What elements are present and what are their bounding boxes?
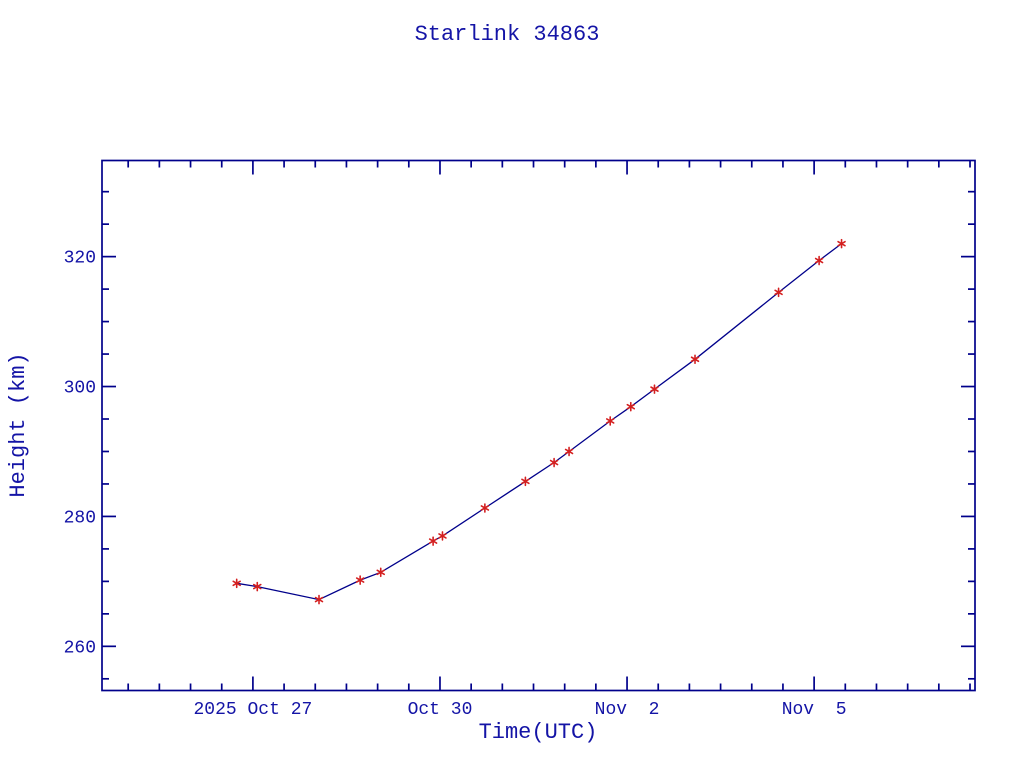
data-point-marker — [814, 255, 824, 266]
marker-stroke — [355, 577, 365, 583]
marker-stroke — [428, 538, 438, 544]
data-point-marker — [253, 581, 262, 592]
marker-stroke — [314, 596, 324, 603]
chart-title: Starlink 34863 — [415, 22, 600, 47]
marker-stroke — [521, 478, 530, 485]
marker-stroke — [549, 459, 559, 466]
marker-stroke — [564, 448, 574, 455]
data-point-marker — [428, 536, 438, 546]
marker-stroke — [605, 418, 615, 424]
data-point-marker — [480, 503, 490, 513]
plot-border — [101, 159, 976, 692]
data-point-marker — [774, 287, 783, 298]
marker-stroke — [650, 386, 659, 392]
data-point-marker — [549, 457, 559, 468]
marker-stroke — [253, 583, 262, 590]
marker-stroke — [814, 257, 824, 264]
data-point-marker — [690, 354, 700, 365]
marker-stroke — [774, 289, 783, 296]
marker-stroke — [626, 403, 636, 410]
y-tick-label: 300 — [64, 379, 96, 399]
data-point-marker — [650, 384, 659, 394]
marker-stroke — [376, 569, 385, 576]
data-point-marker — [564, 446, 574, 457]
marker-stroke — [480, 505, 490, 511]
marker-stroke — [690, 356, 700, 363]
x-tick-label: 2025 Oct 27 — [193, 700, 312, 720]
data-point-marker — [521, 476, 530, 487]
data-point-marker — [376, 567, 385, 578]
marker-stroke — [837, 240, 846, 247]
x-tick-label: Oct 30 — [408, 700, 473, 720]
x-tick-label: Nov 5 — [782, 700, 847, 720]
data-point-marker — [605, 416, 615, 426]
series-line — [236, 243, 842, 601]
data-point-marker — [626, 401, 636, 412]
y-tick-label: 260 — [64, 638, 96, 658]
x-axis-label: Time(UTC) — [479, 720, 598, 745]
data-point-marker — [232, 578, 241, 589]
marker-stroke — [232, 580, 241, 587]
data-point-marker — [438, 531, 447, 541]
y-tick-label: 280 — [64, 508, 96, 528]
x-tick-label: Nov 2 — [595, 700, 660, 720]
data-point-marker — [355, 575, 365, 585]
data-point-marker — [837, 238, 846, 249]
y-tick-label: 320 — [64, 249, 96, 269]
data-point-marker — [314, 594, 324, 605]
y-axis-label: Height (km) — [6, 352, 31, 497]
marker-stroke — [438, 533, 447, 539]
